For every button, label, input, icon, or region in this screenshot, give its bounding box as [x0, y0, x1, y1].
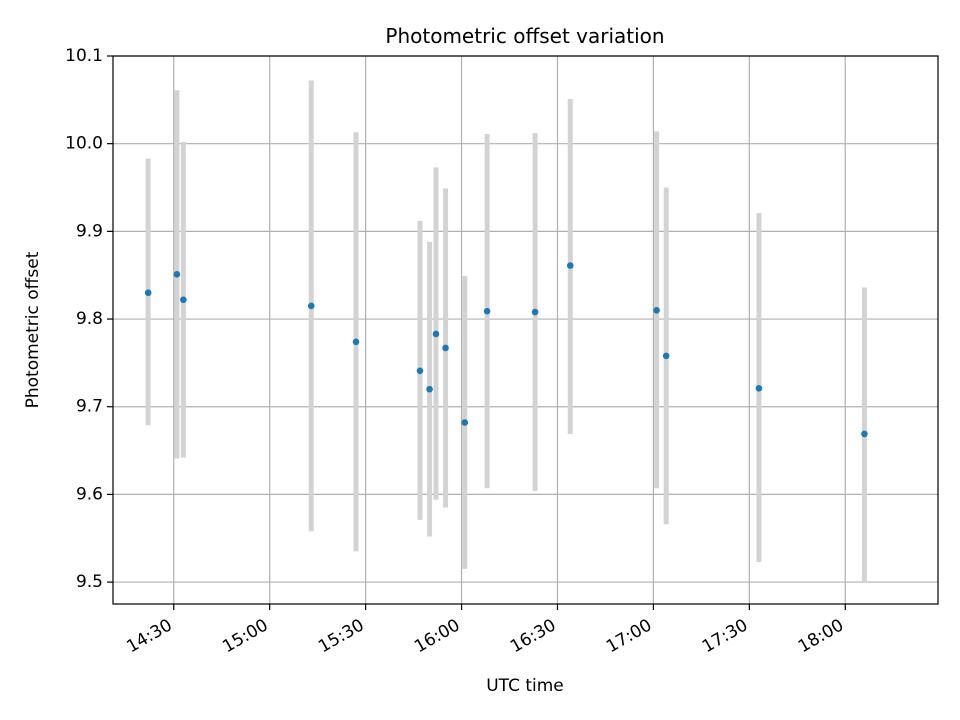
data-point: [416, 367, 424, 375]
y-tick-label: 9.7: [76, 397, 103, 417]
y-tick-label: 9.6: [76, 484, 103, 504]
data-point: [432, 330, 440, 338]
data-point: [755, 385, 763, 392]
y-axis-title: Photometric offset: [23, 251, 43, 408]
data-point: [461, 419, 469, 426]
data-point: [307, 302, 315, 310]
x-axis-title: UTC time: [486, 676, 564, 696]
data-point: [531, 308, 539, 316]
y-tick-label: 10.1: [65, 46, 103, 66]
y-tick-label: 9.5: [76, 572, 103, 592]
data-point: [144, 289, 152, 297]
data-point: [653, 306, 660, 314]
chart-title: Photometric offset variation: [385, 24, 664, 48]
y-tick-label: 9.9: [76, 221, 103, 241]
y-tick-label: 10.0: [65, 134, 103, 154]
data-point: [180, 296, 187, 304]
data-point: [861, 430, 868, 438]
grid-lines: [113, 55, 938, 604]
data-point: [426, 385, 433, 393]
data-point: [566, 262, 574, 269]
plot-frame: [112, 55, 939, 605]
data-point: [173, 271, 181, 278]
y-tick-label: 9.8: [76, 309, 103, 329]
data-point: [442, 344, 449, 352]
data-points: [144, 262, 868, 438]
data-point: [483, 307, 491, 315]
data-point: [352, 338, 360, 346]
data-point: [662, 352, 670, 360]
